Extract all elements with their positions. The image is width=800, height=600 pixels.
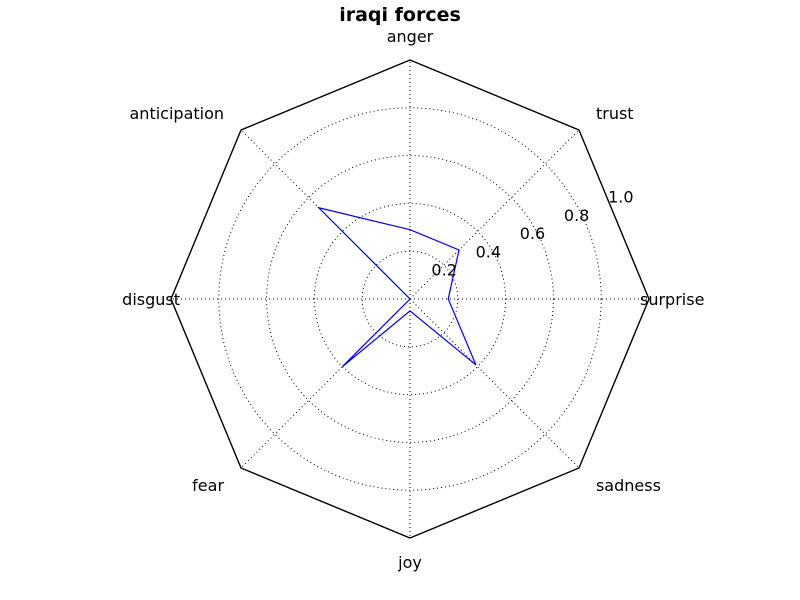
grid-ring-1 [313, 202, 507, 396]
category-label-trust: trust [596, 104, 634, 123]
series [316, 206, 477, 368]
grid-ring-2 [266, 155, 554, 443]
category-label-joy: joy [397, 553, 422, 572]
category-label-fear: fear [192, 476, 224, 495]
r-tick-label-0: 0.2 [431, 261, 456, 280]
r-tick-label-1: 0.4 [476, 242, 501, 261]
series-line-0 [316, 206, 477, 368]
category-label-anger: anger [387, 27, 434, 46]
r-tick-label-4: 1.0 [608, 188, 633, 207]
grid-ring-0 [361, 250, 459, 348]
category-label-sadness: sadness [596, 476, 661, 495]
frame-polygon [170, 59, 650, 539]
grid [171, 60, 649, 538]
r-tick-label-2: 0.6 [520, 224, 545, 243]
radial-tick-labels: 0.2 0.4 0.6 0.8 1.0 [431, 188, 633, 280]
spoke-sadness [409, 298, 580, 469]
category-label-anticipation: anticipation [130, 104, 225, 123]
chart-title: iraqi forces [339, 4, 461, 26]
category-labels: anger trust surprise sadness joy fear disgust a… [122, 27, 704, 572]
category-label-disgust: disgust [122, 290, 180, 309]
r-tick-label-3: 0.8 [564, 206, 589, 225]
category-label-surprise: surprise [640, 290, 704, 309]
grid-ring-3 [218, 107, 602, 491]
frame [170, 59, 650, 539]
